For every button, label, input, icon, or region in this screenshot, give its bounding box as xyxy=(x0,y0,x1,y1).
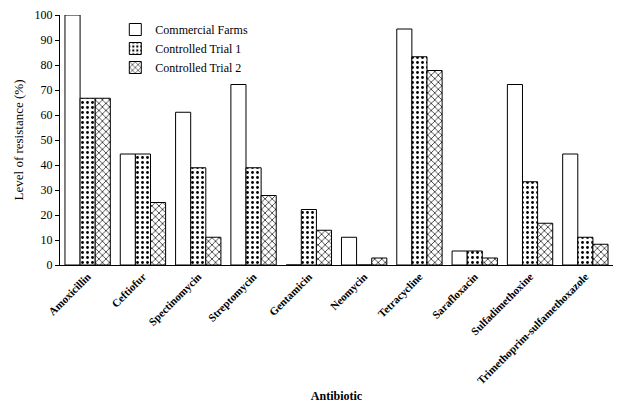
svg-text:40: 40 xyxy=(41,158,53,172)
svg-text:70: 70 xyxy=(41,83,53,97)
svg-text:100: 100 xyxy=(35,8,53,22)
svg-text:Controlled Trial 1: Controlled Trial 1 xyxy=(155,42,241,56)
svg-text:Sarafloxacin: Sarafloxacin xyxy=(430,271,480,321)
svg-text:50: 50 xyxy=(41,133,53,147)
svg-text:Tetracycline: Tetracycline xyxy=(376,270,425,319)
svg-text:Neomycin: Neomycin xyxy=(328,271,370,313)
svg-text:Commercial Farms: Commercial Farms xyxy=(155,23,248,37)
svg-text:Sulfadimethoxine: Sulfadimethoxine xyxy=(469,270,536,337)
svg-text:60: 60 xyxy=(41,108,53,122)
svg-text:Ceftiofur: Ceftiofur xyxy=(109,270,148,309)
svg-text:30: 30 xyxy=(41,183,53,197)
svg-text:Gentamicin: Gentamicin xyxy=(267,271,314,318)
svg-text:90: 90 xyxy=(41,33,53,47)
svg-text:10: 10 xyxy=(41,233,53,247)
svg-text:0: 0 xyxy=(47,258,53,272)
svg-text:Antibiotic: Antibiotic xyxy=(311,389,363,403)
svg-text:Controlled Trial 2: Controlled Trial 2 xyxy=(155,61,241,75)
svg-text:Trimethoprim-sulfamethoxazole: Trimethoprim-sulfamethoxazole xyxy=(475,270,591,386)
svg-text:Level of resistance (%): Level of resistance (%) xyxy=(11,80,26,201)
svg-text:Amoxicillin: Amoxicillin xyxy=(46,271,93,318)
svg-text:80: 80 xyxy=(41,58,53,72)
svg-text:Spectinomycin: Spectinomycin xyxy=(146,271,203,328)
svg-text:Streptomycin: Streptomycin xyxy=(206,271,259,324)
svg-text:20: 20 xyxy=(41,208,53,222)
